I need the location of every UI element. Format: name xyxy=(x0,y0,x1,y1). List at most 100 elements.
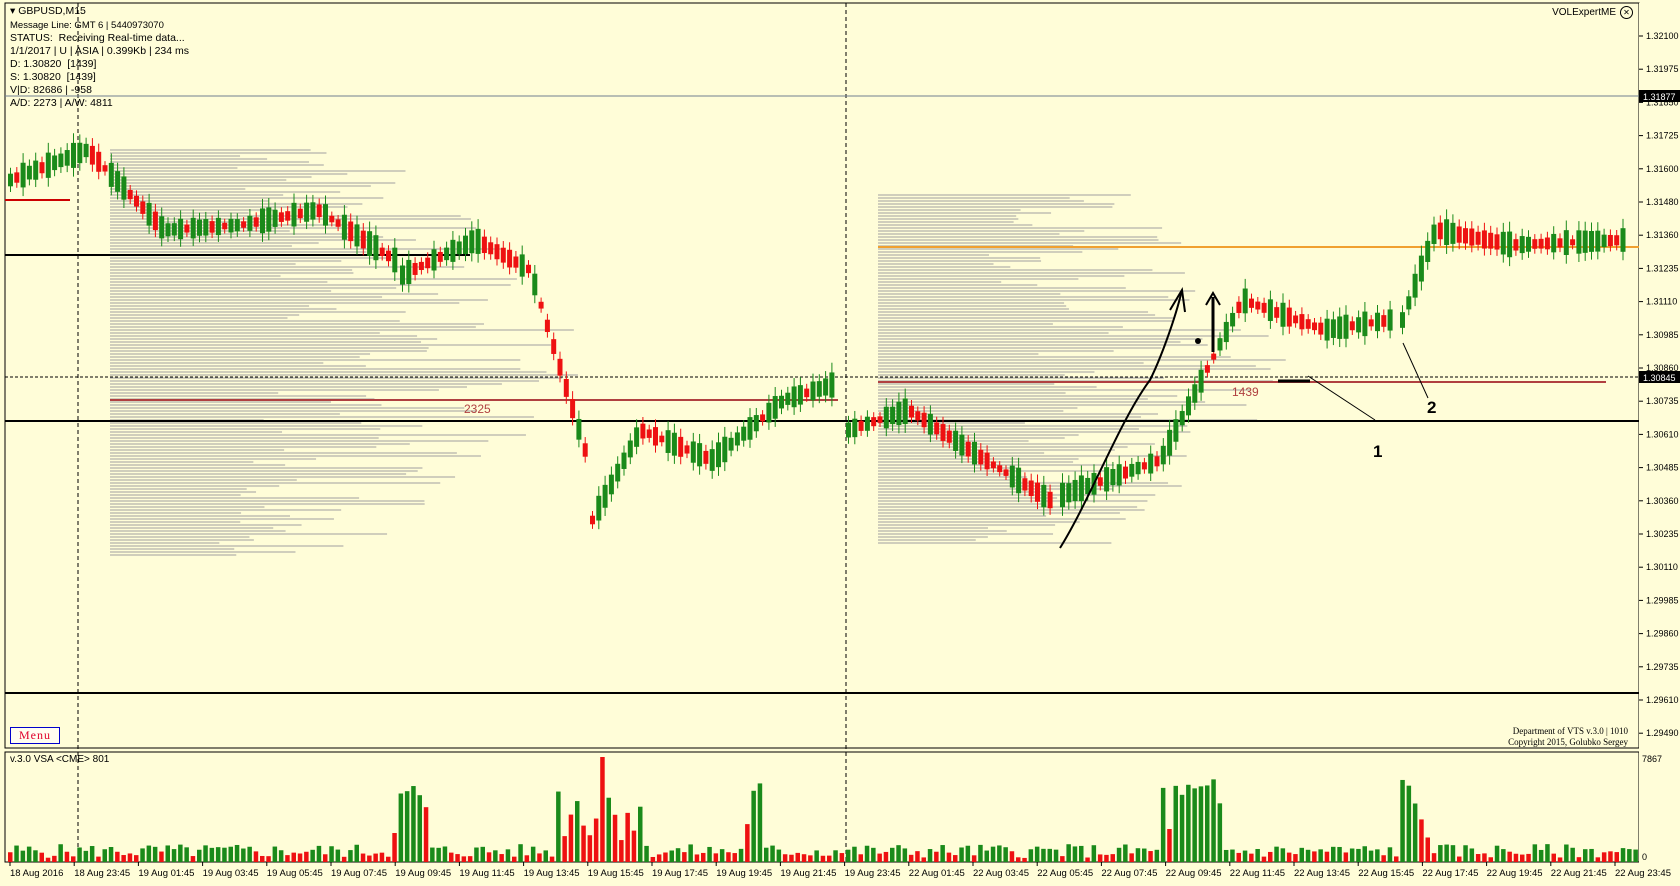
candle-bull xyxy=(1412,273,1418,298)
volume-bar-bear xyxy=(121,855,126,862)
candle-bull xyxy=(450,239,456,262)
volume-bar-bear xyxy=(1457,856,1462,862)
current-price-label: 1.31877 xyxy=(1643,92,1676,102)
volume-bar-bear xyxy=(1601,852,1607,862)
volume-bar-bear xyxy=(486,852,492,862)
volume-bar-bull xyxy=(757,783,763,862)
message-line: Message Line: GMT 6 | 5440973070 xyxy=(10,20,164,31)
volume-bar-bull xyxy=(1274,846,1279,862)
volume-bar-bear xyxy=(71,856,76,862)
volume-bar-bear xyxy=(549,856,555,862)
volume-bar-bear xyxy=(619,840,624,862)
time-tick-label: 19 Aug 15:45 xyxy=(588,868,644,879)
volume-bar-bull xyxy=(146,845,152,862)
expert-name: VOLExpertME xyxy=(1552,7,1616,18)
candle-bear xyxy=(582,443,588,457)
menu-button[interactable]: Menu xyxy=(10,727,60,744)
volume-bar-bear xyxy=(795,852,800,862)
volume-bar-bear xyxy=(1343,852,1349,862)
candle-bull xyxy=(816,381,822,397)
candle-bear xyxy=(640,423,646,439)
candle-bear xyxy=(1614,235,1620,246)
candle-bull xyxy=(159,216,165,239)
candle-bear xyxy=(1249,298,1254,308)
candle-bull xyxy=(1595,230,1601,252)
candle-bull xyxy=(690,441,696,463)
candle-bear xyxy=(437,251,443,262)
time-tick-label: 19 Aug 09:45 xyxy=(395,868,451,879)
volume-bar-bear xyxy=(1551,853,1556,862)
candle-bear xyxy=(335,219,341,227)
candle-bear xyxy=(39,162,45,174)
bid-price-label: 1.30845 xyxy=(1643,373,1676,383)
candle-bear xyxy=(1022,478,1028,491)
candle-bear xyxy=(760,414,766,422)
volume-bar-bull xyxy=(228,846,233,862)
candle-bear xyxy=(940,424,946,441)
price-tick-label: 1.31725 xyxy=(1646,131,1679,141)
price-tick-label: 1.30235 xyxy=(1646,529,1679,539)
candle-bull xyxy=(197,219,202,236)
volume-bar-bear xyxy=(467,856,473,862)
volume-bar-bear xyxy=(367,855,372,862)
candle-bull xyxy=(1589,231,1594,252)
volume-bar-bull xyxy=(990,846,996,862)
volume-bar-bull xyxy=(1072,846,1078,862)
time-tick-label: 19 Aug 21:45 xyxy=(780,868,836,879)
volume-bar-bull xyxy=(927,849,933,862)
candle-bear xyxy=(89,145,95,165)
close-icon[interactable]: ✕ xyxy=(1620,6,1633,19)
time-tick-label: 22 Aug 03:45 xyxy=(973,868,1029,879)
volume-bar-bear xyxy=(304,851,309,862)
candle-bull xyxy=(634,427,640,447)
candle-bear xyxy=(494,244,500,260)
candle-bull xyxy=(1060,482,1065,508)
candle-bull xyxy=(215,217,221,236)
time-tick-label: 22 Aug 11:45 xyxy=(1230,868,1285,879)
vsa-subwindow-title: v.3.0 VSA <CME> 801 xyxy=(10,754,110,765)
candle-bull xyxy=(1500,231,1506,255)
volume-bar-bull xyxy=(83,850,89,862)
time-tick-label: 19 Aug 13:45 xyxy=(524,868,580,879)
volume-bar-bull xyxy=(896,845,901,862)
price-tick-label: 1.31850 xyxy=(1646,97,1679,107)
volume-bar-bull xyxy=(1463,845,1468,862)
candle-bear xyxy=(253,217,259,227)
candle-bull xyxy=(1387,309,1393,331)
volume-bar-bear xyxy=(1016,857,1021,862)
candle-bull xyxy=(58,153,64,168)
volume-bar-bull xyxy=(1299,847,1304,862)
candle-bull xyxy=(108,162,114,187)
time-tick-label: 18 Aug 23:45 xyxy=(74,868,130,879)
volume-bar-bull xyxy=(1160,787,1166,862)
volume-bar-bull xyxy=(1318,849,1323,862)
volume-bar-bull xyxy=(316,845,322,862)
volume-bar-bull xyxy=(1041,848,1046,862)
volume-bar-bear xyxy=(1324,851,1330,862)
volume-bar-bull xyxy=(1444,844,1449,862)
candle-bull xyxy=(178,218,184,240)
candle-bull xyxy=(190,217,196,239)
candle-bear xyxy=(804,388,810,398)
time-tick-label: 22 Aug 23:45 xyxy=(1615,868,1671,879)
volume-bar-bear xyxy=(1022,857,1027,862)
candle-bull xyxy=(463,235,468,255)
candle-bull xyxy=(697,443,703,467)
candle-bull xyxy=(1400,312,1405,328)
candle-bull xyxy=(1425,240,1431,262)
demand-line: D: 1.30820 [1439] xyxy=(10,58,97,70)
volume-bar-bull xyxy=(675,848,681,862)
candle-bull xyxy=(576,418,582,440)
volume-bar-bull xyxy=(845,849,851,862)
volume-bar-bull xyxy=(1356,848,1361,862)
candle-bull xyxy=(896,401,902,426)
volume-bar-bear xyxy=(512,856,517,862)
candle-bear xyxy=(1255,301,1261,310)
candle-bull xyxy=(1066,483,1072,503)
arrow-head xyxy=(1205,291,1221,306)
candle-bear xyxy=(1607,234,1613,247)
candle-bull xyxy=(1576,230,1582,254)
volume-bar-bear xyxy=(379,852,385,862)
volume-bar-bull xyxy=(1280,848,1286,862)
